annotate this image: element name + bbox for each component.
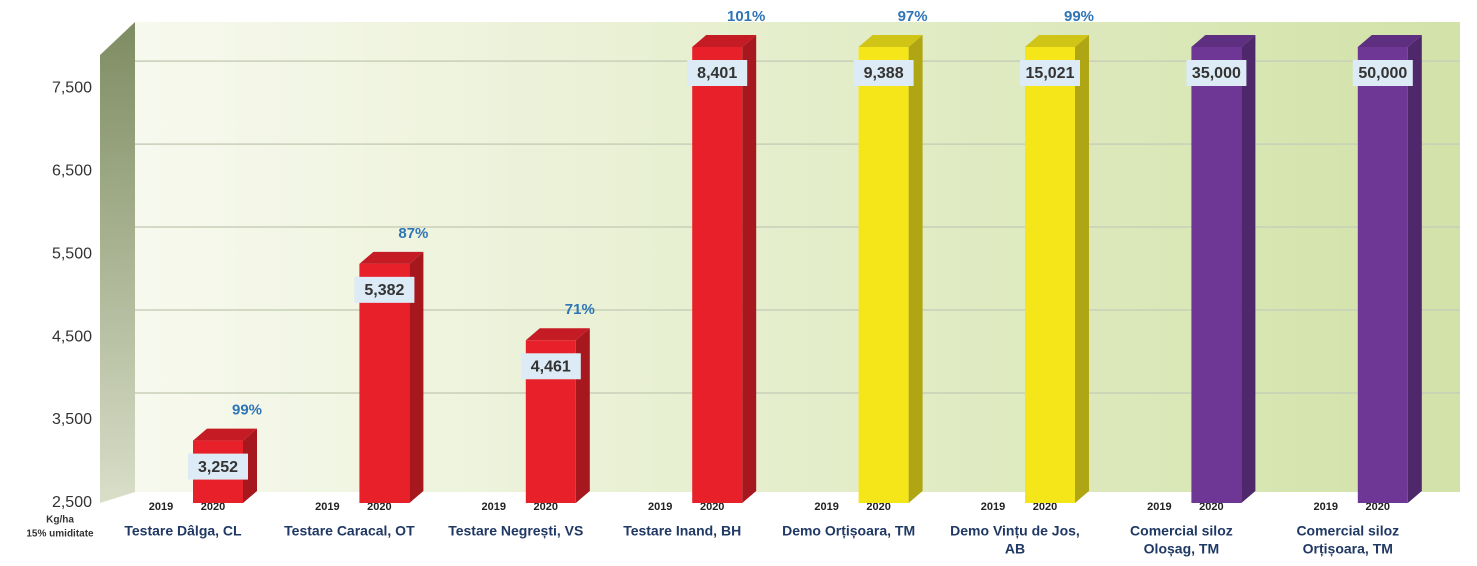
y-tick-label: 6,500 bbox=[52, 162, 92, 179]
value-label: 35,000 bbox=[1192, 65, 1241, 82]
sub-category-label: 2020 bbox=[534, 501, 558, 513]
category-label: Comercial siloz bbox=[1130, 523, 1233, 539]
value-label: 4,461 bbox=[531, 358, 571, 375]
bar bbox=[359, 263, 410, 503]
back-wall bbox=[135, 22, 1460, 492]
bar-top bbox=[858, 35, 923, 47]
category-label: Comercial siloz bbox=[1296, 523, 1399, 539]
percent-label: 71% bbox=[565, 301, 595, 318]
bar bbox=[1191, 47, 1242, 503]
bar bbox=[1357, 47, 1408, 503]
category-label: Testare Dâlga, CL bbox=[124, 523, 242, 539]
sub-category-label: 2020 bbox=[1366, 501, 1390, 513]
value-label-box bbox=[520, 353, 581, 380]
percent-label: 97% bbox=[898, 8, 928, 25]
bar bbox=[692, 47, 743, 503]
y-tick-label: 3,500 bbox=[52, 411, 92, 428]
bar bbox=[858, 47, 909, 503]
sub-category-label: 2020 bbox=[1033, 501, 1057, 513]
bar-side bbox=[908, 35, 923, 503]
category-label: Orțișoara, TM bbox=[1303, 541, 1393, 557]
value-label-box bbox=[354, 276, 415, 303]
value-label-box bbox=[188, 453, 248, 480]
side-wall bbox=[100, 22, 135, 503]
bar-side bbox=[1241, 35, 1256, 503]
bar-top bbox=[359, 251, 424, 264]
bar-side bbox=[742, 35, 757, 503]
sub-category-label: 2020 bbox=[1199, 501, 1223, 513]
value-label: 5,382 bbox=[364, 282, 404, 299]
category-label: AB bbox=[1005, 541, 1025, 557]
bar-top bbox=[1025, 35, 1089, 47]
sub-category-label: 2019 bbox=[149, 501, 173, 513]
category-label: Demo Orțișoara, TM bbox=[782, 523, 915, 539]
sub-category-label: 2019 bbox=[648, 501, 672, 513]
sub-category-label: 2020 bbox=[201, 501, 225, 513]
y-tick-label: 7,500 bbox=[52, 79, 92, 96]
sub-category-label: 2019 bbox=[981, 501, 1005, 513]
y-tick-label: 2,500 bbox=[52, 494, 92, 511]
bar-side bbox=[1075, 35, 1089, 503]
percent-label: 101% bbox=[727, 8, 765, 25]
value-label: 3,252 bbox=[198, 459, 238, 476]
bar-side bbox=[409, 251, 424, 503]
y-axis-label: 15% umiditate bbox=[26, 529, 94, 540]
sub-category-label: 2020 bbox=[367, 501, 391, 513]
y-tick-label: 4,500 bbox=[52, 328, 92, 345]
bar-top bbox=[1191, 35, 1256, 47]
category-label: Demo Vințu de Jos, bbox=[950, 523, 1080, 539]
bar-top bbox=[525, 328, 590, 341]
value-label-box bbox=[1186, 60, 1247, 86]
y-tick-label: 5,500 bbox=[52, 245, 92, 262]
category-label: Testare Caracal, OT bbox=[284, 523, 415, 539]
value-label-box bbox=[687, 60, 748, 86]
sub-category-label: 2019 bbox=[482, 501, 506, 513]
category-label: Testare Inand, BH bbox=[623, 523, 741, 539]
sub-category-label: 2019 bbox=[814, 501, 838, 513]
value-label: 50,000 bbox=[1358, 65, 1407, 82]
category-label: Testare Negrești, VS bbox=[448, 523, 583, 539]
bar-side bbox=[243, 428, 257, 503]
bar-top bbox=[193, 428, 257, 441]
percent-label: 87% bbox=[398, 225, 428, 242]
bar-top bbox=[1357, 35, 1422, 47]
bar-side bbox=[1407, 35, 1422, 503]
sub-category-label: 2019 bbox=[1314, 501, 1338, 513]
sub-category-label: 2019 bbox=[1147, 501, 1171, 513]
value-label-box bbox=[1020, 60, 1080, 86]
category-label: Oloșag, TM bbox=[1144, 541, 1219, 557]
value-label-box bbox=[1352, 60, 1413, 86]
value-label: 8,401 bbox=[697, 65, 737, 82]
percent-label: 99% bbox=[1064, 8, 1094, 25]
percent-label: 99% bbox=[232, 402, 262, 419]
value-label: 9,388 bbox=[864, 65, 904, 82]
y-axis-label: Kg/ha bbox=[46, 515, 74, 526]
bar-top bbox=[692, 35, 757, 47]
sub-category-label: 2020 bbox=[700, 501, 724, 513]
value-label: 15,021 bbox=[1026, 65, 1075, 82]
sub-category-label: 2019 bbox=[315, 501, 339, 513]
sub-category-label: 2020 bbox=[866, 501, 890, 513]
value-label-box bbox=[853, 60, 914, 86]
bar bbox=[1025, 47, 1075, 503]
